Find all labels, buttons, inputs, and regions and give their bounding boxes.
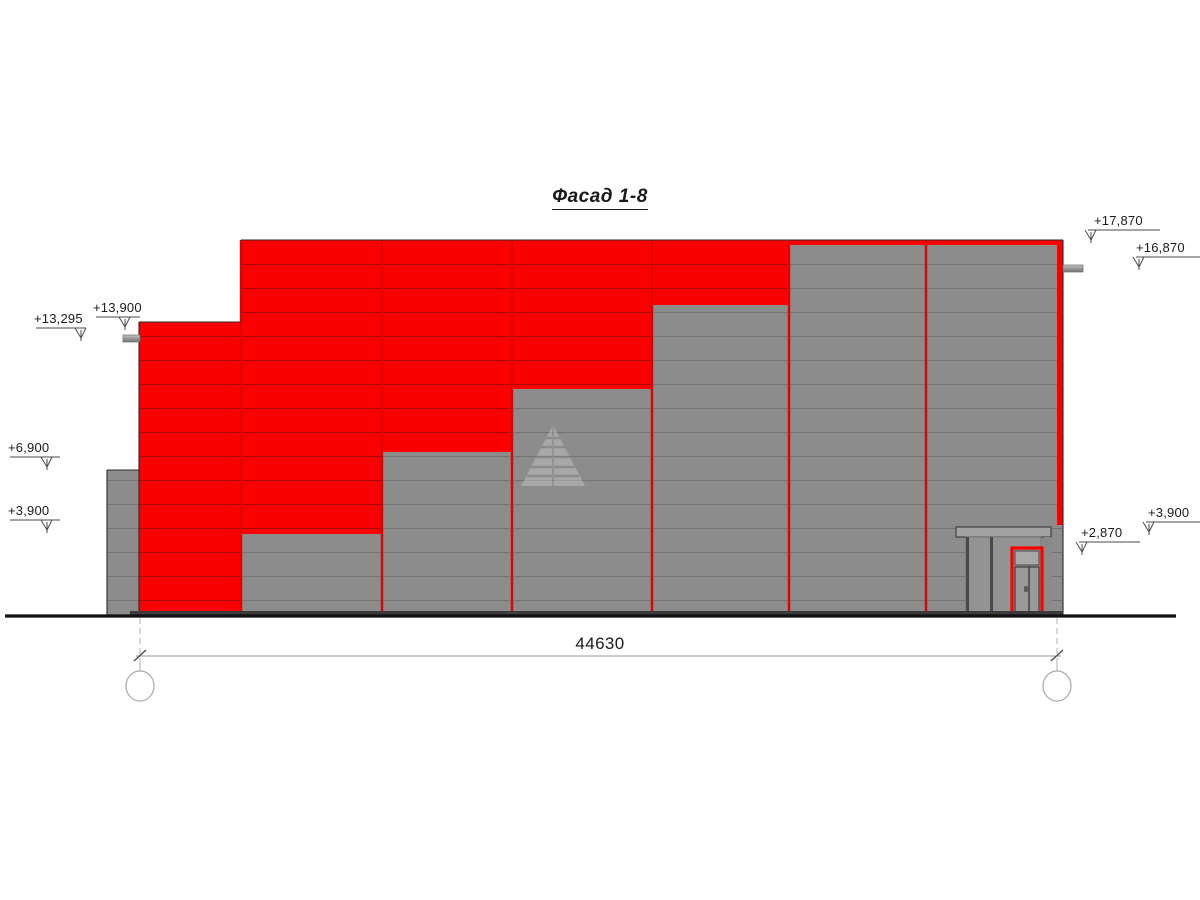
arrow-13900 xyxy=(118,316,131,328)
dimension-line-group xyxy=(133,618,1064,662)
level-leader-group-left xyxy=(10,316,140,533)
arrow-17870 xyxy=(1084,229,1097,241)
ground-line-group xyxy=(5,611,1176,618)
drawing-title-text: Фасад 1-8 xyxy=(552,186,648,210)
red-panel-left-tower xyxy=(139,322,241,615)
drain-spout-icon-right xyxy=(1062,264,1084,273)
entrance-porch-jamb xyxy=(990,537,993,615)
entrance-group xyxy=(955,526,1052,617)
roof-drain-group xyxy=(122,264,1084,343)
level-mark-3900-right-label: +3,900 xyxy=(1148,505,1190,520)
axis-bubble-8 xyxy=(1042,670,1072,702)
grey-panel-bay5 xyxy=(652,305,789,615)
arrow-13295 xyxy=(74,327,87,339)
dimension-tick-left xyxy=(133,649,147,662)
entrance-porch-jamb-left xyxy=(966,537,969,615)
level-mark-17870-label: +17,870 xyxy=(1094,213,1143,228)
level-mark-13900-label: +13,900 xyxy=(93,300,142,315)
grey-panel-bay3 xyxy=(382,452,512,615)
parapet-top-trim-left xyxy=(139,322,242,326)
door-transom-window xyxy=(1014,550,1040,566)
red-panel-bay3 xyxy=(382,240,512,452)
level-leader-group-right xyxy=(1075,229,1200,555)
level-mark-16870-label: +16,870 xyxy=(1136,240,1185,255)
level-mark-2870-label: +2,870 xyxy=(1081,525,1123,540)
red-panel-bay4 xyxy=(512,240,652,389)
vertical-joint-lines xyxy=(239,240,928,615)
red-cladding-group xyxy=(139,240,789,615)
arrow-2870 xyxy=(1075,541,1088,553)
dimension-tick-right xyxy=(1050,649,1064,662)
arrow-16870 xyxy=(1132,256,1145,268)
level-mark-3900-left-label: +3,900 xyxy=(8,503,50,518)
red-panel-bay2 xyxy=(241,240,382,534)
arrow-3900-left xyxy=(40,519,53,531)
parapet-right-edge-trim xyxy=(1057,240,1063,525)
grey-panel-left-plinth xyxy=(107,470,139,615)
grey-panel-bay4 xyxy=(512,389,652,615)
axis-bubble-1 xyxy=(125,670,155,702)
axis-bubble-group xyxy=(125,660,1072,702)
mass-outlines xyxy=(106,239,1064,615)
level-mark-13295-label: +13,295 xyxy=(34,311,83,326)
arrow-6900 xyxy=(40,456,53,468)
arrow-3900-right xyxy=(1142,521,1155,533)
overall-dimension-label: 44630 xyxy=(575,634,625,653)
watermark-pyramid-logo xyxy=(521,425,585,486)
entrance-porch-return xyxy=(1044,537,1051,615)
level-mark-6900-label: +6,900 xyxy=(8,440,50,455)
drawing-title: Фасад 1-8 xyxy=(0,186,1200,210)
drain-spout-icon-left xyxy=(122,334,141,343)
grey-panel-bay2-base xyxy=(241,534,382,615)
entrance-canopy xyxy=(955,526,1052,538)
door-handle-icon xyxy=(1024,586,1028,592)
plinth-band xyxy=(130,611,1063,615)
red-panel-bay5 xyxy=(652,240,789,305)
